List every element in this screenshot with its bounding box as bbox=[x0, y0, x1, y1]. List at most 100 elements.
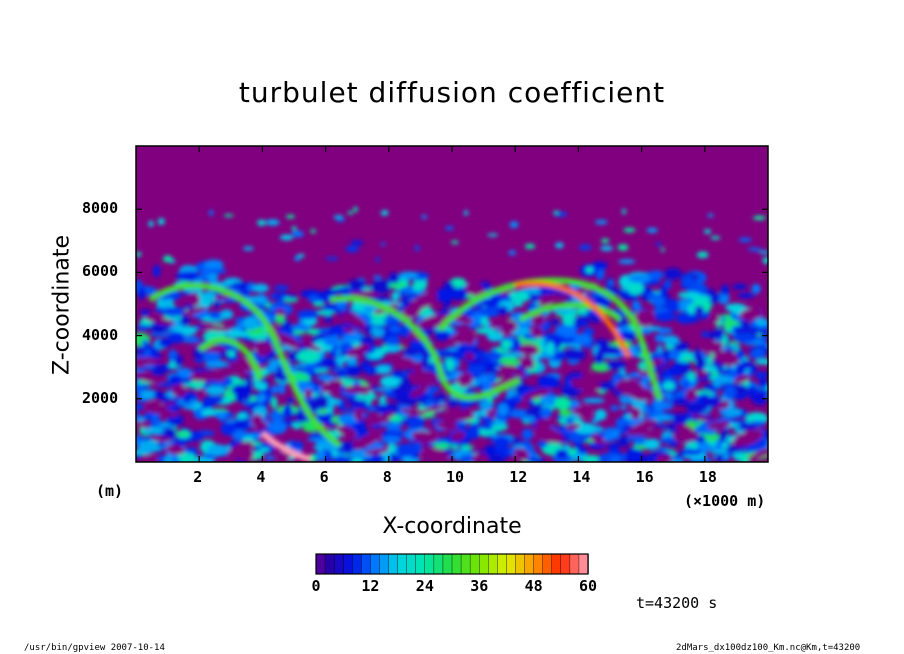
field-cell bbox=[203, 396, 224, 405]
field-speck bbox=[353, 206, 358, 213]
field-cell bbox=[521, 416, 536, 423]
field-cell bbox=[754, 420, 766, 427]
colorbar-segment bbox=[479, 553, 489, 575]
field-cell bbox=[501, 340, 512, 349]
field-cell bbox=[652, 415, 675, 422]
field-cell bbox=[491, 424, 508, 431]
field-cell bbox=[343, 407, 357, 412]
field-cell bbox=[673, 341, 689, 353]
field-hole bbox=[535, 426, 564, 443]
field-cell bbox=[488, 372, 496, 384]
field-speck bbox=[333, 215, 344, 220]
field-hole bbox=[370, 411, 395, 425]
field-cell bbox=[555, 324, 578, 337]
field-cell bbox=[364, 365, 378, 375]
field-cell bbox=[319, 408, 327, 415]
field-cell bbox=[271, 396, 278, 410]
field-filament bbox=[437, 277, 663, 401]
field-cell bbox=[661, 392, 673, 398]
field-cell bbox=[317, 374, 336, 382]
field-cell bbox=[296, 349, 321, 364]
colorbar-segment bbox=[388, 553, 399, 575]
field-cell bbox=[171, 440, 187, 447]
field-cell bbox=[665, 299, 680, 313]
field-speck bbox=[285, 214, 295, 219]
field-cell bbox=[202, 351, 221, 363]
field-cell bbox=[654, 311, 676, 322]
field-cell bbox=[524, 287, 545, 295]
field-cell bbox=[562, 307, 576, 313]
field-cell bbox=[168, 374, 183, 386]
field-hole bbox=[418, 314, 449, 329]
colorbar-tick-label: 36 bbox=[470, 577, 489, 595]
field-cell bbox=[433, 442, 451, 450]
colorbar-segment bbox=[333, 553, 344, 575]
field-cell bbox=[397, 381, 409, 392]
field-filament bbox=[197, 337, 263, 381]
field-hole bbox=[633, 310, 654, 325]
field-streak bbox=[514, 281, 632, 359]
field-cell bbox=[182, 395, 192, 403]
field-cell bbox=[717, 370, 731, 375]
field-cell bbox=[176, 429, 191, 439]
field-speck bbox=[279, 234, 294, 241]
field-hole bbox=[411, 430, 438, 443]
colorbar-segment bbox=[551, 553, 562, 575]
field-cell bbox=[725, 303, 747, 312]
field-cell bbox=[479, 399, 494, 411]
field-cell bbox=[555, 448, 569, 459]
colorbar-segment bbox=[451, 553, 462, 575]
field-cell bbox=[207, 268, 227, 274]
field-cell bbox=[609, 455, 621, 462]
field-cell bbox=[371, 279, 392, 294]
field-cell bbox=[136, 412, 140, 422]
field-speck bbox=[223, 213, 234, 218]
field-hole bbox=[734, 374, 750, 384]
field-hole bbox=[343, 385, 373, 394]
field-cell bbox=[278, 382, 286, 395]
field-cell bbox=[312, 301, 325, 307]
field-cell bbox=[585, 266, 594, 274]
colorbar-segment bbox=[415, 553, 426, 575]
field-speck bbox=[752, 215, 767, 221]
field-hole bbox=[702, 341, 724, 354]
x-tick-label: 6 bbox=[319, 468, 329, 486]
field-speck bbox=[509, 221, 519, 228]
field-cell bbox=[545, 341, 555, 355]
field-cell bbox=[725, 445, 744, 453]
colorbar-segment bbox=[488, 553, 499, 575]
field-speck bbox=[336, 218, 346, 222]
field-cell bbox=[391, 370, 404, 379]
field-cell bbox=[680, 449, 703, 456]
field-cell bbox=[570, 333, 592, 346]
field-filament bbox=[518, 302, 623, 323]
colorbar-segment bbox=[406, 553, 417, 575]
field-cell bbox=[302, 426, 319, 433]
field-hole bbox=[656, 454, 673, 462]
field-filament bbox=[148, 282, 342, 448]
field-hole bbox=[499, 289, 514, 296]
y-tick-label: 6000 bbox=[82, 262, 119, 281]
field-cell bbox=[465, 388, 475, 393]
field-speck bbox=[310, 228, 316, 234]
field-cell bbox=[617, 331, 635, 339]
field-cell bbox=[480, 316, 490, 328]
field-cell bbox=[571, 309, 588, 315]
field-cell bbox=[139, 309, 151, 316]
field-speck bbox=[375, 257, 380, 262]
colorbar-segment bbox=[533, 553, 544, 575]
field-cell bbox=[735, 362, 746, 375]
field-hole bbox=[349, 291, 380, 298]
field-streak bbox=[260, 431, 311, 462]
field-hole bbox=[341, 312, 366, 328]
field-cell bbox=[695, 356, 706, 371]
field-cell bbox=[579, 322, 587, 327]
field-cell bbox=[582, 454, 599, 462]
field-cell bbox=[480, 298, 501, 307]
field-cell bbox=[435, 352, 457, 358]
field-filament bbox=[329, 295, 522, 401]
field-hole bbox=[199, 324, 231, 331]
field-cell bbox=[711, 295, 722, 300]
colorbar-segment bbox=[361, 553, 372, 575]
field-hole bbox=[196, 388, 205, 396]
